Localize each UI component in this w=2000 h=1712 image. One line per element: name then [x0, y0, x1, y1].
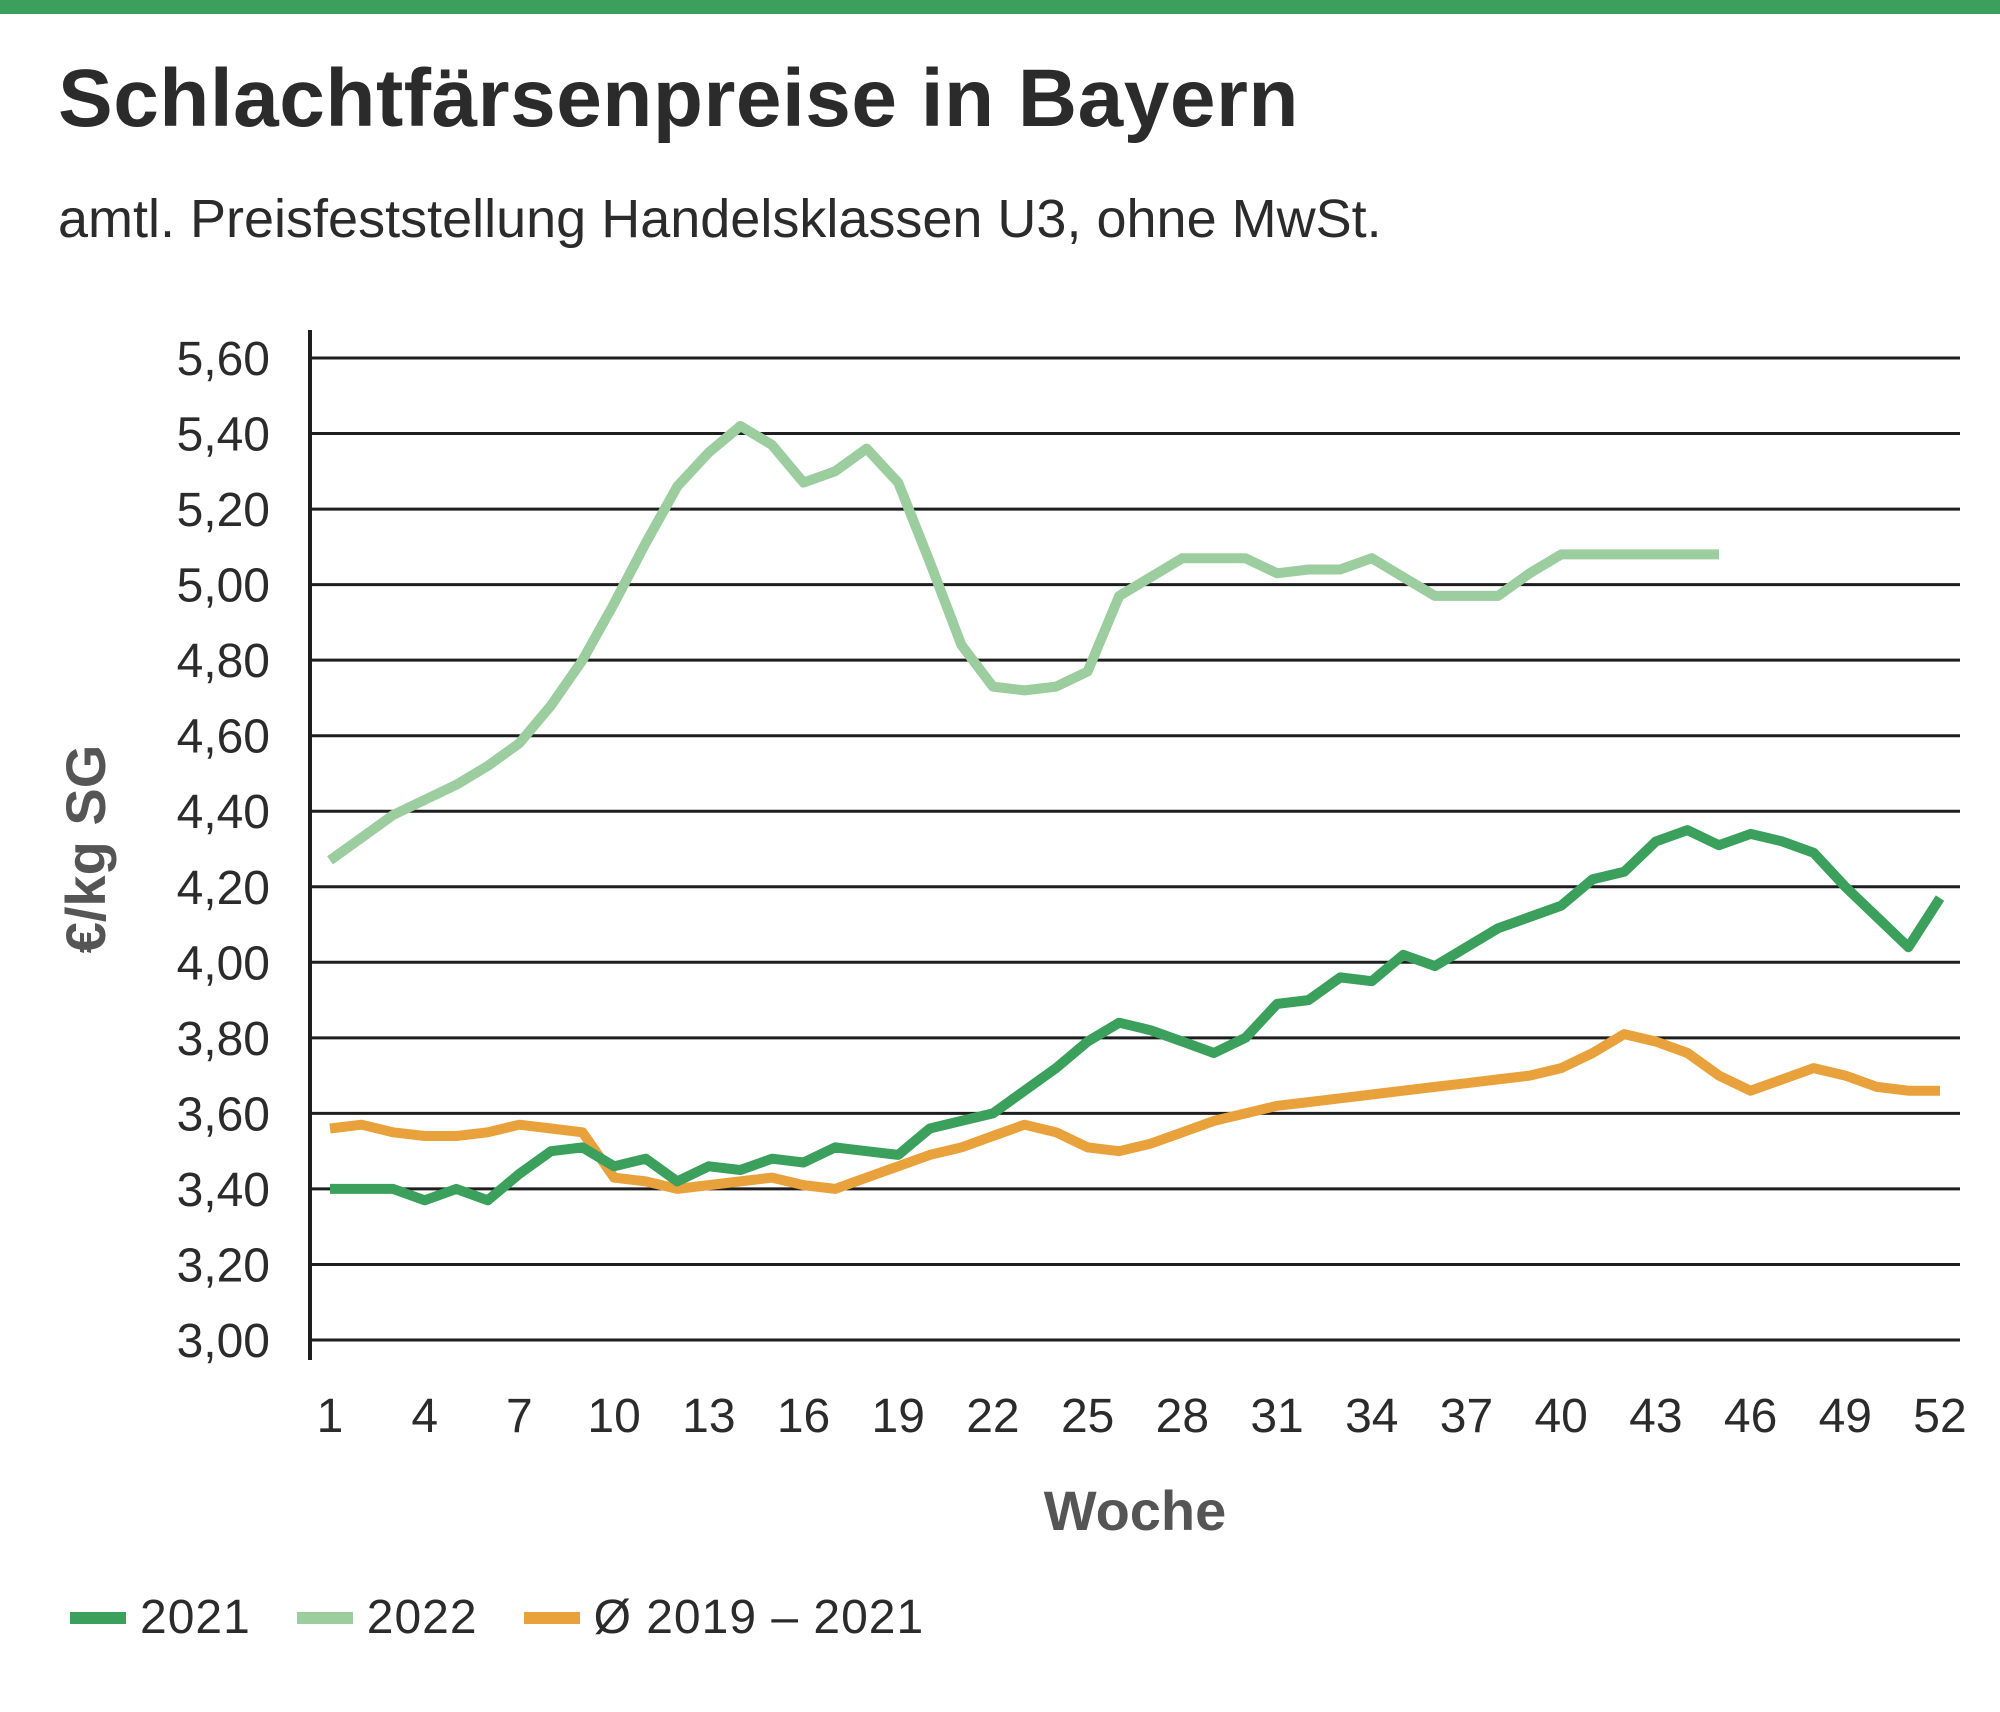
y-axis-label: €/kg SG — [54, 745, 117, 954]
x-tick-label: 49 — [1819, 1390, 1872, 1443]
y-tick-label: 4,80 — [177, 635, 270, 688]
chart-title: Schlachtfärsenpreise in Bayern — [58, 53, 1299, 144]
y-tick-label: 4,20 — [177, 862, 270, 915]
x-tick-label: 4 — [411, 1390, 438, 1443]
x-tick-label: 13 — [682, 1390, 735, 1443]
x-tick-label: 25 — [1061, 1390, 1114, 1443]
x-tick-label: 40 — [1534, 1390, 1587, 1443]
series-line-2021 — [330, 825, 1945, 1206]
y-axis-ticks: 3,00 3,20 3,40 3,60 3,80 4,00 4,20 4,40 4,60 4,80… — [177, 333, 270, 1368]
y-tick-label: 3,00 — [177, 1315, 270, 1368]
legend-label-2021: 2021 — [140, 1591, 251, 1644]
legend-swatch-2021 — [70, 1611, 126, 1624]
legend-item-average: Ø 2019 – 2021 — [523, 1590, 925, 1645]
x-tick-label: 46 — [1724, 1390, 1777, 1443]
x-tick-label: 28 — [1156, 1390, 1209, 1443]
x-tick-label: 22 — [966, 1390, 1019, 1443]
gridlines — [310, 356, 1960, 1342]
legend-swatch-average — [523, 1611, 580, 1624]
x-tick-label: 52 — [1913, 1390, 1966, 1443]
series-lines — [327, 421, 1945, 1206]
x-tick-label: 10 — [587, 1390, 640, 1443]
x-tick-label: 37 — [1440, 1390, 1493, 1443]
y-tick-label: 3,40 — [177, 1164, 270, 1217]
x-tick-label: 7 — [506, 1390, 533, 1443]
y-tick-label: 5,20 — [177, 484, 270, 537]
legend-label-average: Ø 2019 – 2021 — [593, 1591, 925, 1644]
y-tick-label: 3,80 — [177, 1013, 270, 1066]
y-tick-label: 5,40 — [177, 409, 270, 462]
x-tick-label: 43 — [1629, 1390, 1682, 1443]
x-axis-ticks: 1 4 7 10 13 16 19 22 25 28 31 34 37 40 43 46 49 52 — [317, 1390, 1967, 1443]
y-tick-label: 4,00 — [177, 937, 270, 990]
y-tick-label: 3,20 — [177, 1239, 270, 1292]
x-tick-label: 34 — [1345, 1390, 1398, 1443]
series-line-2022 — [327, 421, 1719, 865]
legend-label-2022: 2022 — [366, 1591, 478, 1644]
y-tick-label: 5,60 — [177, 333, 270, 386]
x-tick-label: 19 — [872, 1390, 925, 1443]
x-axis-label: Woche — [1044, 1479, 1227, 1542]
x-tick-label: 16 — [777, 1390, 830, 1443]
legend-item-2021: 2021 — [70, 1590, 251, 1645]
y-tick-label: 4,40 — [177, 786, 270, 839]
legend: 2021 2022 Ø 2019 – 2021 — [70, 1590, 970, 1645]
chart-subtitle: amtl. Preisfeststellung Handelsklassen U… — [58, 189, 1382, 249]
y-tick-label: 3,60 — [177, 1088, 270, 1141]
y-tick-label: 5,00 — [177, 560, 270, 613]
legend-item-2022: 2022 — [296, 1590, 478, 1645]
top-accent-bar — [0, 0, 2000, 14]
line-chart: 3,00 3,20 3,40 3,60 3,80 4,00 4,20 4,40 4,60 4,80… — [54, 330, 1967, 1542]
y-tick-label: 4,60 — [177, 711, 270, 764]
x-tick-label: 31 — [1250, 1390, 1303, 1443]
legend-swatch-2022 — [296, 1611, 353, 1624]
series-line-average — [329, 1029, 1940, 1194]
x-tick-label: 1 — [317, 1390, 344, 1443]
